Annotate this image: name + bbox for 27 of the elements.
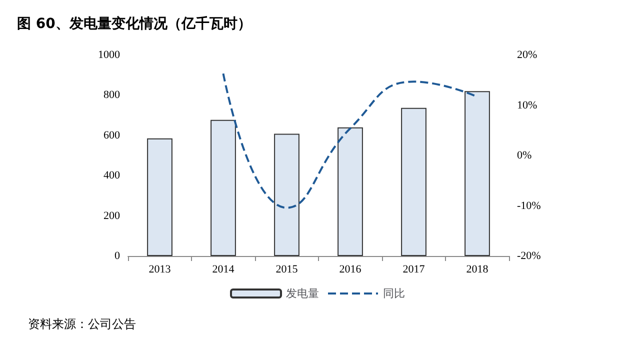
y2-tick-label: 20% (517, 49, 538, 61)
y-tick-label: 600 (104, 129, 120, 142)
bar (147, 138, 172, 256)
y-tick-label: 200 (104, 210, 120, 222)
y2-tick-label: -20% (517, 250, 541, 262)
bar (464, 91, 490, 256)
x-tick-label: 2017 (402, 264, 426, 276)
x-tick-label: 2015 (276, 264, 298, 276)
bar (401, 108, 426, 256)
y2-tick-label: 0% (517, 150, 532, 162)
bar (338, 127, 363, 256)
bar (274, 134, 300, 256)
y2-tick-label: -10% (517, 200, 541, 212)
bar (210, 120, 236, 256)
x-tick-label: 2016 (339, 264, 362, 276)
legend-label: 发电量 (286, 287, 319, 300)
y2-tick-label: 10% (517, 99, 538, 112)
y-tick-label: 0 (114, 250, 120, 262)
y-tick-label: 1000 (98, 49, 120, 61)
text: 资料来源：公司公告 (28, 317, 136, 331)
y-tick-label: 400 (104, 170, 120, 182)
x-tick-label: 2013 (148, 264, 172, 276)
x-tick-label: 2014 (212, 264, 235, 276)
x-tick-label: 2018 (466, 264, 489, 276)
legend-label: 同比 (383, 287, 405, 300)
chart-title: 图 60、发电量变化情况（亿千瓦时） (17, 15, 252, 32)
y-tick-label: 800 (104, 89, 120, 102)
